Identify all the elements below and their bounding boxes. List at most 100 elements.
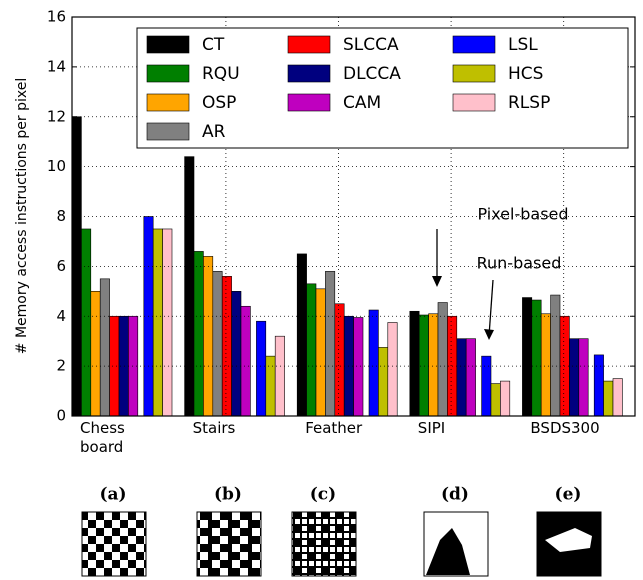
bar — [490, 383, 501, 417]
bar — [428, 313, 439, 417]
legend-swatch — [146, 35, 190, 54]
legend-label: RLSP — [508, 93, 550, 113]
bar — [240, 305, 251, 417]
annotation: Pixel-based — [477, 205, 568, 224]
bar — [274, 335, 285, 417]
legend-swatch — [287, 35, 331, 54]
panel-label: (a) — [99, 485, 126, 505]
y-tick-label: 4 — [56, 307, 66, 325]
legend-swatch — [287, 64, 331, 83]
plot-frame — [71, 16, 636, 417]
bar — [387, 322, 398, 417]
bar — [353, 317, 364, 417]
panel-label: (c) — [310, 485, 336, 505]
arrow-head — [484, 329, 494, 340]
bar — [325, 271, 336, 417]
y-tick-label: 8 — [56, 207, 66, 225]
arrow — [488, 279, 494, 337]
thumbnail — [196, 511, 262, 577]
bar — [334, 303, 345, 417]
bar — [368, 309, 379, 417]
thumbnails — [81, 511, 602, 577]
y-tick-label: 2 — [56, 357, 66, 375]
bar — [184, 156, 195, 417]
legend-swatch — [287, 93, 331, 112]
thumbnail-shape — [426, 528, 470, 575]
bar — [256, 320, 267, 417]
bar — [500, 380, 511, 417]
bar — [315, 288, 326, 417]
bar — [90, 291, 101, 417]
bar — [221, 276, 232, 417]
legend-label: SLCCA — [343, 35, 399, 55]
x-tick-label: Feather — [305, 419, 363, 437]
y-tick-label: 0 — [56, 407, 66, 425]
legend-label: RQU — [202, 64, 240, 84]
bar — [481, 355, 492, 417]
bar — [540, 313, 551, 417]
legend-label: CT — [202, 35, 225, 55]
y-axis-label: # Memory access instructions per pixel — [14, 78, 30, 354]
legend-swatch — [452, 93, 496, 112]
legend-swatch — [146, 93, 190, 112]
panel-label: (d) — [441, 485, 469, 505]
annotation: Run-based — [477, 254, 562, 273]
legend-label: CAM — [343, 93, 381, 113]
bar — [99, 278, 110, 417]
bar — [522, 297, 533, 417]
bar — [109, 315, 120, 417]
legend-label: HCS — [508, 64, 543, 84]
bar — [231, 291, 242, 417]
y-tick-label: 6 — [56, 257, 66, 275]
grid — [72, 16, 635, 417]
bar — [265, 355, 276, 417]
panel-label: (e) — [555, 485, 582, 505]
bar — [152, 228, 163, 417]
bar — [193, 251, 204, 417]
legend: CT RQU OSP AR SLCCA DLCCA CAM LSL HCS RLSP — [136, 27, 629, 149]
y-tick-label: 14 — [47, 57, 66, 75]
x-tick-label: Stairs — [192, 419, 236, 437]
y-tick-label: 12 — [47, 107, 66, 125]
bar — [593, 354, 604, 417]
bar — [612, 378, 623, 417]
legend-label: LSL — [508, 35, 538, 55]
bar — [531, 299, 542, 417]
y-tick-label: 10 — [47, 157, 66, 175]
thumbnail — [81, 511, 147, 577]
bar — [162, 228, 173, 417]
x-tick-label: SIPI — [417, 419, 446, 437]
thumbnail-shape — [545, 528, 592, 552]
x-tick-label: Chess board — [80, 419, 125, 456]
arrow-head — [432, 276, 442, 287]
bar — [203, 256, 214, 417]
legend-swatch — [146, 64, 190, 83]
bar — [569, 338, 580, 417]
bar — [81, 228, 92, 417]
panel-label: (b) — [214, 485, 242, 505]
bar — [409, 310, 420, 417]
legend-label: AR — [202, 122, 226, 142]
bar — [465, 338, 476, 417]
bar — [418, 314, 429, 417]
legend-label: OSP — [202, 93, 236, 113]
thumbnail — [291, 511, 357, 577]
bar — [578, 338, 589, 417]
bar — [212, 271, 223, 417]
bar — [456, 338, 467, 417]
legend-box — [136, 27, 629, 149]
legend-label: DLCCA — [343, 64, 401, 84]
bar — [603, 380, 614, 417]
legend-swatch — [146, 122, 190, 141]
legend-swatch — [452, 64, 496, 83]
bar — [437, 302, 448, 417]
bar — [296, 253, 307, 417]
bar — [306, 283, 317, 417]
bar — [550, 294, 561, 417]
y-tick-label: 16 — [47, 8, 66, 26]
legend-swatch — [452, 35, 496, 54]
x-tick-label: BSDS300 — [530, 419, 600, 437]
bar — [378, 347, 389, 417]
